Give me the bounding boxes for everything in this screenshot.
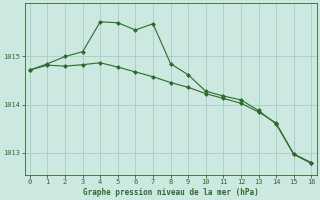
X-axis label: Graphe pression niveau de la mer (hPa): Graphe pression niveau de la mer (hPa) [83, 188, 259, 197]
